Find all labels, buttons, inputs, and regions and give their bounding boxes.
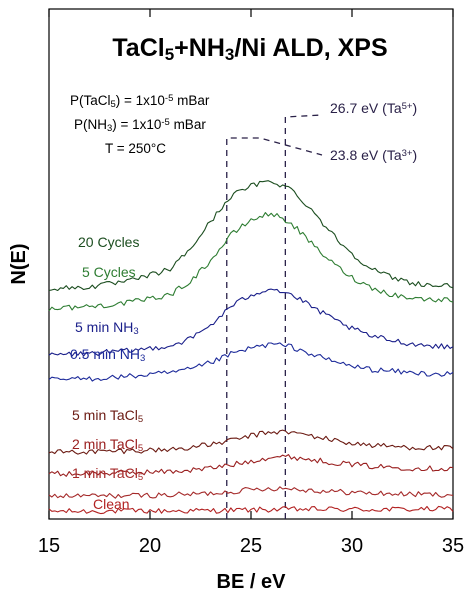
spectrum-line [48, 288, 454, 357]
spectrum-line [48, 486, 454, 499]
spectrum-line [48, 454, 454, 477]
x-axis-label: BE / eV [217, 571, 287, 593]
series-labels: Clean 1 min TaCl5 2 min TaCl5 5 min TaCl5 0.… [70, 234, 145, 512]
spectrum-line [48, 342, 454, 382]
x-ticks: 15 20 25 30 35 [38, 9, 464, 557]
spectrum-line [48, 429, 454, 455]
series-label: 0.5 min NH3 [70, 346, 145, 364]
x-tick-label: 35 [442, 535, 464, 557]
spectrum-line [48, 212, 454, 312]
ref-line-ta3 [226, 137, 323, 519]
ref-label-ta3: 23.8 eV (Ta3+) [330, 147, 417, 163]
condition-line: P(TaCl5) = 1x10-5 mBar [70, 93, 210, 110]
reference-lines: 26.7 eV (Ta5+) 23.8 eV (Ta3+) [226, 100, 417, 519]
x-tick-label: 30 [341, 535, 363, 557]
spectra [48, 180, 454, 515]
series-label: 1 min TaCl5 [72, 465, 143, 483]
chart-title: TaCl5+NH3/Ni ALD, XPS [112, 34, 387, 64]
x-tick-label: 20 [139, 535, 161, 557]
ref-label-ta5: 26.7 eV (Ta5+) [330, 100, 417, 116]
series-label: 5 min TaCl5 [72, 407, 143, 425]
y-axis-label: N(E) [8, 243, 30, 284]
x-tick-label: 25 [240, 535, 262, 557]
series-label: 20 Cycles [78, 234, 139, 250]
condition-line: T = 250°C [105, 141, 166, 156]
series-label: Clean [93, 496, 130, 512]
ref-line-ta5 [284, 114, 323, 519]
condition-line: P(NH3) = 1x10-5 mBar [74, 117, 206, 134]
spectrum-line [48, 505, 454, 515]
series-label: 5 min NH3 [75, 319, 139, 337]
series-label: 2 min TaCl5 [72, 436, 143, 454]
spectrum-line [48, 180, 454, 292]
x-tick-label: 15 [38, 535, 60, 557]
series-label: 5 Cycles [82, 264, 136, 280]
deposition-conditions: P(TaCl5) = 1x10-5 mBar P(NH3) = 1x10-5 mB… [70, 93, 210, 156]
